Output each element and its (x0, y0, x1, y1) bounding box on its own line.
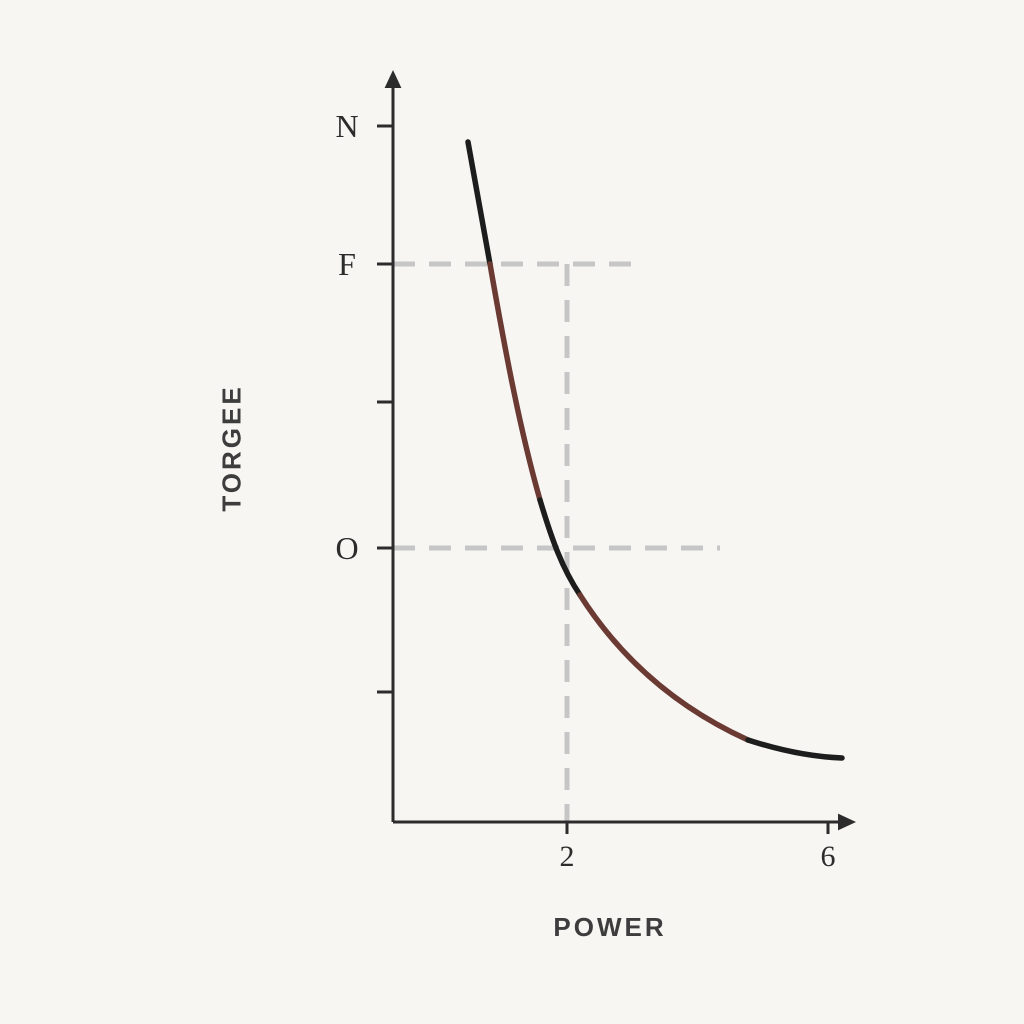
y-tick-label-3: O (335, 530, 358, 566)
chart-svg: N F O 2 6 (0, 0, 1024, 1024)
y-tick-label-0: N (335, 108, 358, 144)
x-tick-label-0: 2 (560, 840, 575, 873)
chart-stage: N F O 2 6 TORGEE POWER (0, 0, 1024, 1024)
y-tick-label-1: F (338, 246, 356, 282)
y-axis-title: TORGEE (217, 384, 248, 511)
x-tick-label-1: 6 (821, 840, 836, 873)
chart-background (0, 0, 1024, 1024)
x-axis-title: POWER (553, 912, 666, 943)
